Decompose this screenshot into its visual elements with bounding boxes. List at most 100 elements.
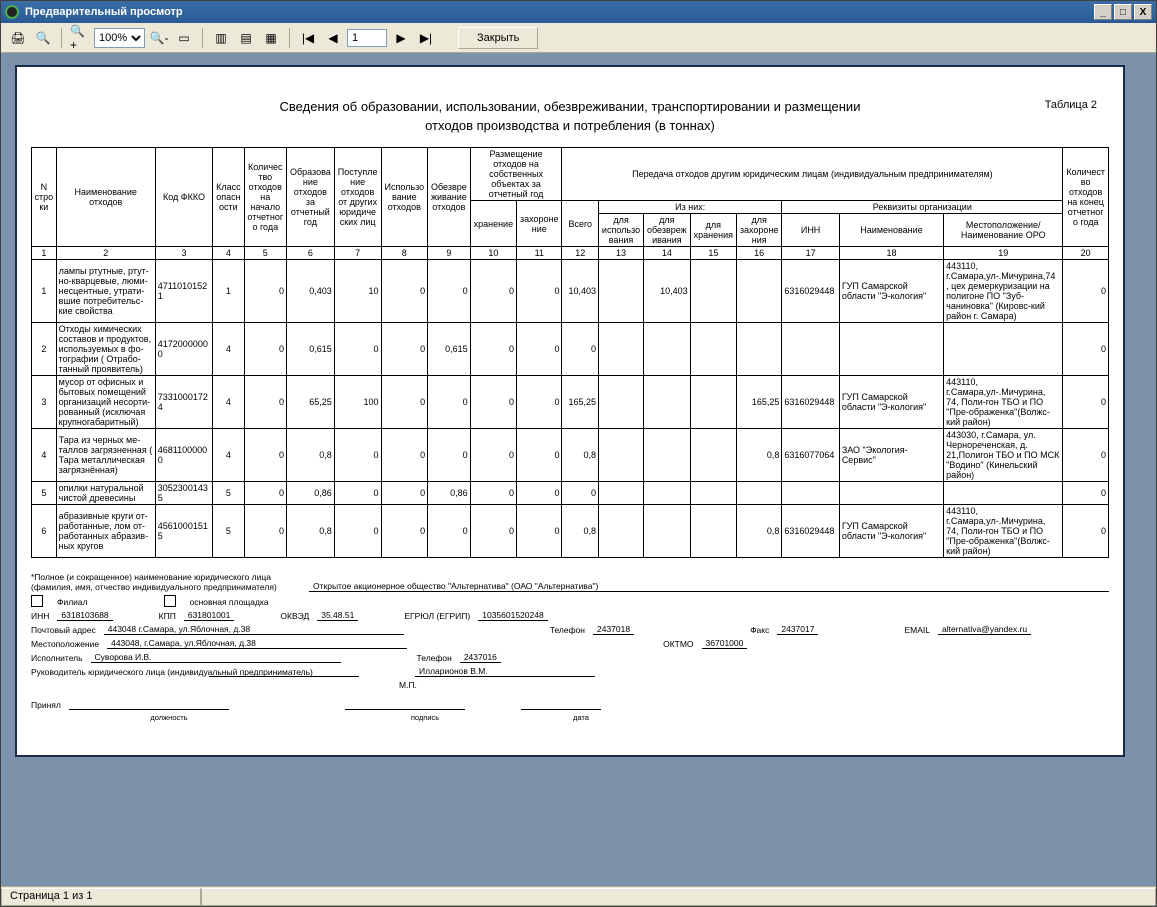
f-accepted-date (521, 709, 601, 710)
f-email-v: alternativa@yandex.ru (938, 624, 1031, 635)
cell: 0,8 (562, 505, 599, 558)
colnum-cell: 19 (944, 247, 1063, 260)
cell: 6316029448 (782, 260, 839, 323)
cell: 1 (213, 260, 244, 323)
close-button[interactable]: Закрыть (458, 27, 538, 49)
cell: 443110, г.Самара,ул-.Мичурина, 74, Поли-… (944, 505, 1063, 558)
h-neutr: Обезвре живание отходов (428, 148, 471, 247)
mainarea-checkbox[interactable] (164, 595, 176, 607)
prev-page-button[interactable]: ◀ (322, 27, 344, 49)
cell (782, 482, 839, 505)
cell (944, 323, 1063, 376)
cell: 0 (1063, 323, 1109, 376)
layout-3-button[interactable]: ▦ (260, 27, 282, 49)
cell: 100 (334, 376, 381, 429)
colnum-cell: 8 (381, 247, 428, 260)
cell: 6 (32, 505, 57, 558)
cell (644, 323, 691, 376)
h-place-group: Размещение отходов на собственных объект… (470, 148, 562, 201)
cell: 0 (244, 429, 286, 482)
cell: ЗАО "Экология-Сервис" (839, 429, 943, 482)
f-tel-v: 2437018 (593, 624, 634, 635)
h-end: Количест во отходов на конец отчетног о … (1063, 148, 1109, 247)
h-fneutr: для обезвреж ивания (644, 214, 691, 247)
cell: 4 (213, 323, 244, 376)
page-number-input[interactable] (347, 29, 387, 47)
f-mp: М.П. (399, 680, 417, 690)
cell: 0 (1063, 482, 1109, 505)
f-addr-l: Почтовый адрес (31, 625, 96, 635)
cell: 6316029448 (782, 505, 839, 558)
zoom-out-button[interactable]: 🔍- (148, 27, 170, 49)
cell: мусор от офисных и бытовых помещений орг… (56, 376, 155, 429)
minimize-button[interactable]: _ (1094, 4, 1112, 20)
layout-1-button[interactable]: ▥ (210, 27, 232, 49)
f-exec-l: Исполнитель (31, 653, 83, 663)
cell (599, 429, 644, 482)
f-sig-l: подпись (365, 713, 485, 722)
cell: 0,8 (736, 505, 781, 558)
toolbar: 🖨 🔍 🔍+ 100% 🔍- ▭ ▥ ▤ ▦ |◀ ◀ ▶ ▶| Закрыть (1, 23, 1156, 53)
preview-window: Предварительный просмотр _ □ X 🖨 🔍 🔍+ 10… (0, 0, 1157, 907)
f-tel-l: Телефон (550, 625, 585, 635)
cell: 0 (470, 376, 516, 429)
zoom-select[interactable]: 100% (94, 28, 145, 48)
cell: 0 (334, 429, 381, 482)
zoom-in-button[interactable]: 🔍+ (69, 27, 91, 49)
h-loc: Местоположение/ Наименование ОРО (944, 214, 1063, 247)
table-row: 4Тара из черных ме-таллов загрязненная (… (32, 429, 1109, 482)
table-row: 5опилки натуральной чистой древесины3052… (32, 482, 1109, 505)
cell: 0 (428, 260, 471, 323)
separator (202, 28, 203, 48)
colnum-cell: 18 (839, 247, 943, 260)
search-button[interactable]: 🔍 (32, 27, 54, 49)
cell: 10,403 (562, 260, 599, 323)
cell: 0 (381, 429, 428, 482)
close-window-button[interactable]: X (1134, 4, 1152, 20)
h-n: N стро ки (32, 148, 57, 247)
separator (61, 28, 62, 48)
last-page-button[interactable]: ▶| (415, 27, 437, 49)
filial-checkbox[interactable] (31, 595, 43, 607)
cell (690, 376, 736, 429)
cell: 4 (32, 429, 57, 482)
cell: 0 (381, 260, 428, 323)
colnum-cell: 16 (736, 247, 781, 260)
cell: 0 (244, 323, 286, 376)
first-page-button[interactable]: |◀ (297, 27, 319, 49)
main-table: N стро ки Наименование отходов Код ФККО … (31, 147, 1109, 558)
cell: 0 (334, 323, 381, 376)
cell: 4681100000 0 (155, 429, 212, 482)
colnum-cell: 11 (517, 247, 562, 260)
cell: 0 (517, 260, 562, 323)
h-class: Класс опасн ости (213, 148, 244, 247)
cell: 0 (244, 260, 286, 323)
cell: абразивные круги от-работанные, лом от-р… (56, 505, 155, 558)
f-kpp-v: 631801001 (184, 610, 235, 621)
cell (644, 429, 691, 482)
f-pos-l: должность (89, 713, 249, 722)
cell: 0 (1063, 260, 1109, 323)
cell: 165,25 (736, 376, 781, 429)
cell: Тара из черных ме-таллов загрязненная ( … (56, 429, 155, 482)
column-numbers-row: 1234567891011121314151617181920 (32, 247, 1109, 260)
view-one-page-button[interactable]: ▭ (173, 27, 195, 49)
cell: 0,615 (287, 323, 335, 376)
cell (599, 505, 644, 558)
table-row: 2Отходы химических составов и продуктов,… (32, 323, 1109, 376)
viewport[interactable]: Таблица 2 Сведения об образовании, испол… (1, 53, 1156, 886)
cell: 0,86 (287, 482, 335, 505)
cell: 6316029448 (782, 376, 839, 429)
layout-2-button[interactable]: ▤ (235, 27, 257, 49)
cell: 3052300143 5 (155, 482, 212, 505)
next-page-button[interactable]: ▶ (390, 27, 412, 49)
h-reqs: Реквизиты организации (782, 201, 1063, 214)
window-buttons: _ □ X (1094, 4, 1152, 20)
cell: 0 (428, 429, 471, 482)
colnum-cell: 17 (782, 247, 839, 260)
cell: ГУП Самарской области "Э-кология" (839, 260, 943, 323)
maximize-button[interactable]: □ (1114, 4, 1132, 20)
cell: 443030, г.Самара, ул. Чернореченская, д.… (944, 429, 1063, 482)
print-button[interactable]: 🖨 (7, 27, 29, 49)
h-start: Количес тво отходов на начало отчетног о… (244, 148, 286, 247)
